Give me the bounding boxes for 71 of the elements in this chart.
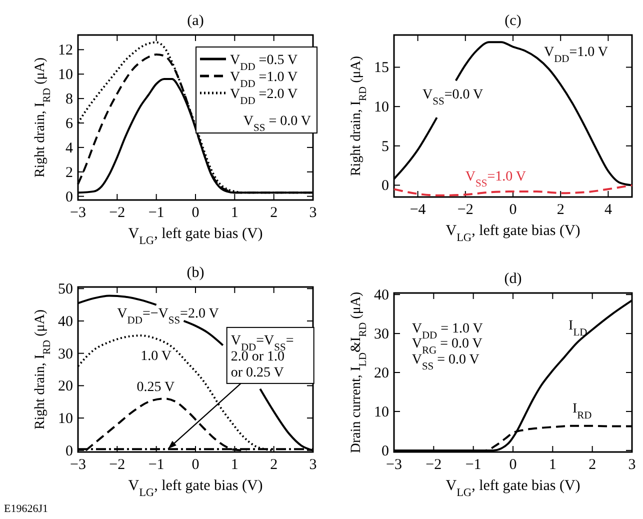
y-tick-label: 40 — [58, 314, 73, 330]
y-tick-label: 50 — [58, 282, 73, 298]
x-axis-title: V$_{LG}$, left gate bias (V) — [128, 478, 263, 499]
x-tick-label: 3 — [309, 457, 317, 473]
x-tick-label: 2 — [270, 457, 278, 473]
x-axis-title: V$_{LG}$, left gate bias (V) — [446, 478, 580, 499]
y-tick-label: 30 — [374, 326, 389, 343]
y-tick-label: 0 — [382, 443, 389, 460]
series-label: 1.0 V — [140, 348, 172, 364]
y-tick-label: 20 — [58, 378, 73, 395]
x-tick-label: 1 — [230, 457, 238, 473]
y-tick-label: 10 — [58, 411, 73, 428]
x-tick-label: −4 — [410, 202, 426, 218]
x-tick-label: 0 — [509, 202, 517, 218]
y-tick-label: 0 — [382, 178, 389, 194]
series-label: I$_{LD}$ — [568, 318, 588, 338]
legend-label: V$_{DD}$=−V$_{SS}$=2.0 V — [117, 306, 219, 326]
x-tick-label: 1 — [230, 205, 238, 221]
x-tick-label: −1 — [465, 457, 482, 473]
y-tick-label: 10 — [374, 404, 389, 420]
y-tick-label: 6 — [66, 116, 74, 132]
y-tick-label: 5 — [382, 138, 389, 155]
x-tick-label: 0 — [192, 457, 200, 473]
series-label: V$_{SS}$=0.0 V — [422, 88, 484, 108]
x-tick-label: −3 — [70, 205, 86, 221]
x-tick-label: −1 — [148, 457, 164, 473]
x-tick-label: −2 — [426, 457, 442, 473]
text: E19626J1 — [4, 503, 48, 515]
x-tick-label: 4 — [604, 202, 612, 218]
legend-label: V$_{DD}$ =0.5 V — [230, 53, 298, 72]
legend-label: V$_{DD}$ =1.0 V — [230, 70, 298, 90]
y-tick-label: 30 — [58, 346, 73, 362]
x-tick-label: −2 — [109, 205, 126, 221]
x-tick-label: 0 — [192, 205, 200, 221]
y-tick-label: 0 — [66, 443, 73, 460]
y-tick-label: 15 — [374, 60, 389, 76]
annotation: V$_{SS}$ = 0.0 V — [412, 352, 480, 372]
x-tick-label: −2 — [457, 202, 474, 218]
chart-title: (d) — [504, 271, 522, 287]
y-tick-label: 4 — [66, 140, 74, 156]
y-tick-label: 8 — [66, 92, 73, 108]
x-tick-label: −3 — [386, 457, 402, 473]
chart-title: (b) — [186, 265, 204, 281]
chart-title: (c) — [504, 13, 522, 29]
series-label: 0.25 V — [136, 380, 175, 395]
x-tick-label: −1 — [148, 205, 164, 221]
x-tick-label: −2 — [109, 457, 126, 473]
x-tick-label: −3 — [70, 457, 86, 473]
x-axis-title: V$_{LG}$, left gate bias (V) — [128, 226, 263, 247]
annotation: V$_{SS}$ = 0.0 V — [243, 114, 311, 134]
x-tick-label: 3 — [628, 457, 636, 473]
x-tick-label: 2 — [270, 205, 278, 221]
annotation: V$_{DD}$=V$_{SS}$= 2.0 or 1.0 or 0.25 V — [230, 333, 294, 380]
series-label: V$_{SS}$=1.0 V — [465, 169, 526, 189]
annotation: V$_{DD}$=1.0 V — [544, 45, 608, 65]
x-axis-title: V$_{LG}$, left gate bias (V) — [446, 223, 580, 244]
x-tick-label: 3 — [309, 205, 317, 221]
y-tick-label: 0 — [66, 189, 73, 206]
x-tick-label: 2 — [556, 202, 564, 218]
y-tick-label: 40 — [374, 288, 389, 304]
y-tick-label: 2 — [66, 164, 73, 181]
legend-label: V$_{DD}$ =2.0 V — [230, 87, 298, 106]
chart-title: (a) — [187, 13, 204, 29]
series-label: I$_{RD}$ — [572, 401, 592, 421]
x-tick-label: 1 — [548, 457, 556, 473]
y-tick-label: 10 — [374, 100, 389, 116]
x-tick-label: 2 — [588, 457, 596, 473]
x-tick-label: 0 — [509, 457, 517, 473]
y-tick-label: 10 — [58, 67, 73, 84]
y-tick-label: 20 — [374, 366, 389, 382]
y-tick-label: 12 — [58, 42, 73, 59]
